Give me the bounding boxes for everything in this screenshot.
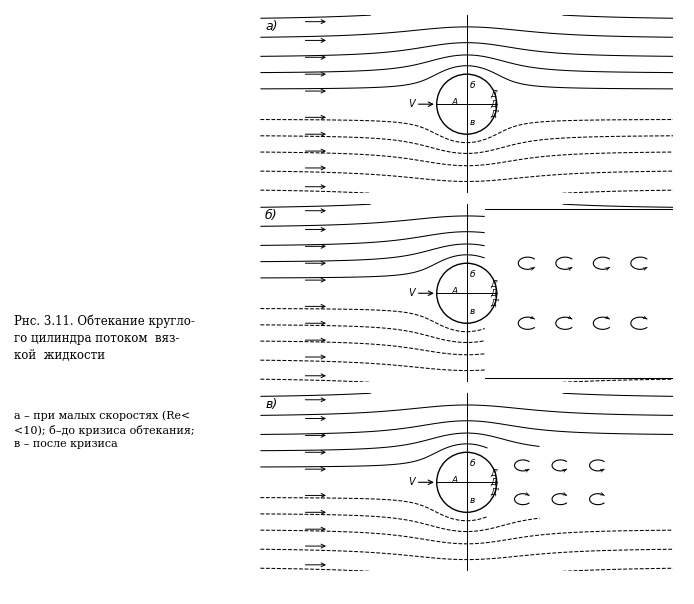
Text: в: в (470, 496, 475, 506)
Text: V: V (408, 99, 414, 109)
Text: V: V (408, 477, 414, 487)
Circle shape (437, 74, 497, 134)
Text: Д': Д' (490, 279, 498, 288)
Text: Д: Д (490, 478, 496, 487)
Text: Д": Д" (490, 109, 500, 118)
Text: Д': Д' (490, 468, 498, 477)
Text: Рнс. 3.11. Обтекание кругло-
го цилиндра потоком  вяз-
кой  жидкости: Рнс. 3.11. Обтекание кругло- го цилиндра… (14, 314, 195, 362)
Text: а – при малых скоростях (Re<
<10); б–до кризиса обтекания;
в – после кризиса: а – при малых скоростях (Re< <10); б–до … (14, 411, 194, 449)
Text: A: A (451, 287, 457, 296)
Bar (488, 449, 682, 515)
Text: в: в (470, 118, 475, 127)
Text: Д": Д" (490, 487, 500, 496)
Bar (484, 223, 682, 364)
Text: б: б (469, 81, 475, 90)
Text: Д: Д (490, 100, 496, 109)
Text: в): в) (265, 398, 278, 411)
Text: в: в (470, 307, 475, 316)
Text: Д": Д" (490, 298, 500, 307)
Text: V: V (408, 288, 414, 298)
Text: б: б (469, 459, 475, 468)
Circle shape (437, 452, 497, 512)
Text: A: A (451, 476, 457, 485)
Text: б: б (469, 270, 475, 279)
Text: Д': Д' (490, 90, 498, 99)
Text: A: A (451, 98, 457, 107)
Text: б): б) (265, 209, 278, 222)
Text: а): а) (265, 20, 278, 33)
Text: Д: Д (490, 289, 496, 298)
Circle shape (437, 263, 497, 323)
